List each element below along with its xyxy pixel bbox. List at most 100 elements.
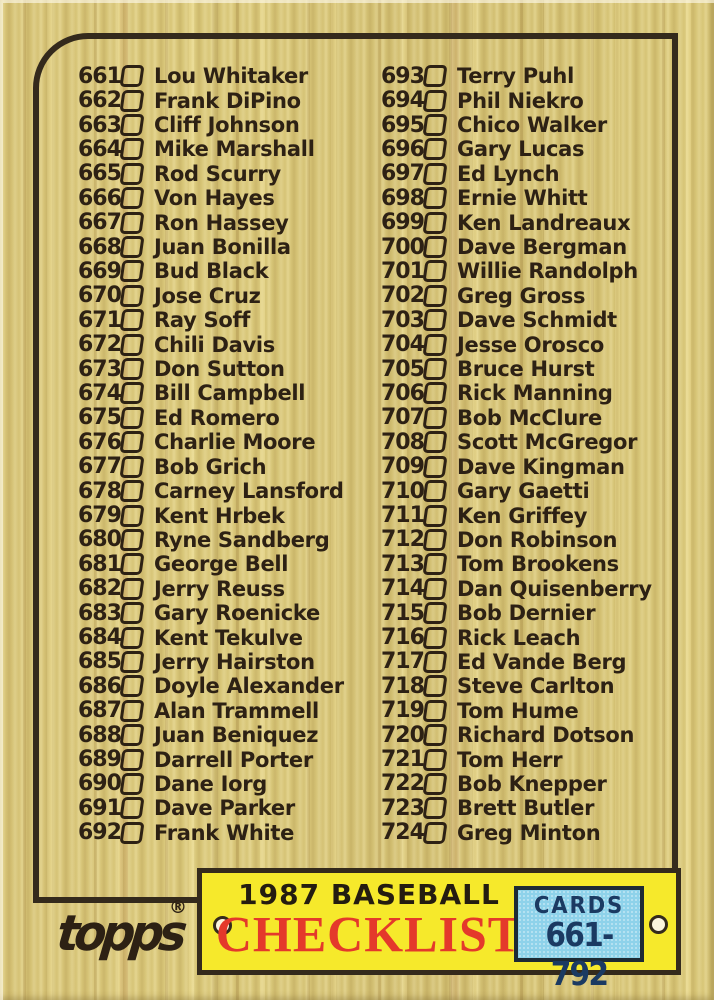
checkbox[interactable]: [422, 236, 448, 259]
checkbox[interactable]: [119, 65, 145, 88]
checkbox[interactable]: [422, 162, 448, 185]
topps-logo-text: topps: [54, 904, 186, 963]
checklist-row: 672 Chili Davis: [78, 332, 344, 358]
checkbox[interactable]: [119, 406, 145, 429]
checkbox[interactable]: [422, 821, 448, 844]
card-number: 680: [78, 527, 122, 553]
checkbox[interactable]: [422, 187, 448, 210]
player-name: Ed Romero: [154, 405, 280, 430]
cards-range: 661-792: [545, 915, 614, 993]
banner-title-checklist: CHECKLIST: [215, 905, 523, 963]
checklist-row: 677 Bob Grich: [78, 454, 344, 479]
player-name: Dave Schmidt: [457, 308, 617, 333]
checkbox[interactable]: [119, 821, 145, 844]
player-name: Ken Landreaux: [457, 210, 631, 235]
checkbox[interactable]: [119, 138, 145, 161]
checkbox[interactable]: [119, 699, 145, 722]
checkbox[interactable]: [119, 724, 145, 747]
player-name: Ken Griffey: [457, 503, 588, 528]
checkbox[interactable]: [119, 675, 145, 698]
checkbox[interactable]: [119, 748, 145, 771]
card-number: 685: [78, 649, 122, 675]
checkbox[interactable]: [422, 114, 448, 137]
checkbox[interactable]: [422, 65, 448, 88]
card-number: 672: [78, 332, 122, 358]
checklist-row: 685 Jerry Hairston: [78, 649, 344, 675]
checkbox[interactable]: [422, 284, 448, 307]
checkbox[interactable]: [119, 382, 145, 405]
checkbox[interactable]: [422, 309, 448, 332]
checkbox[interactable]: [119, 260, 145, 283]
checklist-row: 671 Ray Soff: [78, 308, 344, 333]
checkbox[interactable]: [422, 626, 448, 649]
checkbox[interactable]: [119, 236, 145, 259]
cards-label: CARDS: [533, 893, 625, 919]
checkbox[interactable]: [119, 626, 145, 649]
player-name: Scott McGregor: [457, 430, 638, 455]
checkbox[interactable]: [119, 114, 145, 137]
checkbox[interactable]: [422, 772, 448, 795]
checkbox[interactable]: [422, 553, 448, 576]
checkbox[interactable]: [422, 406, 448, 429]
checkbox[interactable]: [119, 358, 145, 381]
checkbox[interactable]: [119, 480, 145, 503]
checkbox[interactable]: [422, 504, 448, 527]
checkbox[interactable]: [119, 211, 145, 234]
player-name: Dane Iorg: [154, 771, 268, 796]
player-name: Carney Lansford: [154, 479, 344, 504]
checkbox[interactable]: [422, 431, 448, 454]
player-name: Gary Gaetti: [457, 479, 590, 504]
checkbox[interactable]: [422, 333, 448, 356]
checkbox[interactable]: [422, 577, 448, 600]
checkbox[interactable]: [119, 650, 145, 673]
player-name: Dave Parker: [154, 796, 295, 821]
checkbox[interactable]: [422, 382, 448, 405]
checkbox[interactable]: [119, 797, 145, 820]
card-number: 689: [78, 747, 122, 773]
checklist-row: 721 Tom Herr: [381, 747, 652, 772]
card-number: 663: [78, 112, 122, 138]
player-name: Richard Dotson: [457, 723, 635, 748]
checkbox[interactable]: [119, 455, 145, 478]
player-name: Bruce Hurst: [457, 357, 595, 382]
checkbox[interactable]: [422, 602, 448, 625]
checkbox[interactable]: [119, 504, 145, 527]
checkbox[interactable]: [422, 528, 448, 551]
checkbox[interactable]: [422, 699, 448, 722]
checklist-row: 690 Dane Iorg: [78, 771, 344, 796]
checkbox[interactable]: [119, 577, 145, 600]
player-name: Greg Minton: [457, 820, 601, 845]
player-name: Tom Herr: [457, 747, 563, 772]
checkbox[interactable]: [422, 797, 448, 820]
checkbox[interactable]: [119, 162, 145, 185]
checkbox[interactable]: [422, 675, 448, 698]
checkbox[interactable]: [422, 138, 448, 161]
card-number: 691: [78, 795, 122, 821]
checkbox[interactable]: [119, 431, 145, 454]
card-number: 711: [381, 503, 425, 529]
checkbox[interactable]: [119, 187, 145, 210]
checklist-row: 722 Bob Knepper: [381, 771, 652, 796]
checklist-row: 679 Kent Hrbek: [78, 503, 344, 528]
checkbox[interactable]: [119, 602, 145, 625]
checkbox[interactable]: [119, 528, 145, 551]
checkbox[interactable]: [422, 650, 448, 673]
checkbox[interactable]: [422, 480, 448, 503]
checkbox[interactable]: [422, 724, 448, 747]
checkbox[interactable]: [119, 309, 145, 332]
checkbox[interactable]: [422, 89, 448, 112]
checkbox[interactable]: [119, 284, 145, 307]
checkbox[interactable]: [119, 89, 145, 112]
card-number: 675: [78, 405, 122, 431]
player-name: Doyle Alexander: [154, 674, 344, 699]
checkbox[interactable]: [119, 553, 145, 576]
checkbox[interactable]: [119, 772, 145, 795]
checkbox[interactable]: [422, 260, 448, 283]
checkbox[interactable]: [422, 211, 448, 234]
player-name: Don Sutton: [154, 357, 285, 382]
checkbox[interactable]: [119, 333, 145, 356]
card-number: 698: [381, 185, 425, 211]
checkbox[interactable]: [422, 748, 448, 771]
checkbox[interactable]: [422, 358, 448, 381]
checkbox[interactable]: [422, 455, 448, 478]
